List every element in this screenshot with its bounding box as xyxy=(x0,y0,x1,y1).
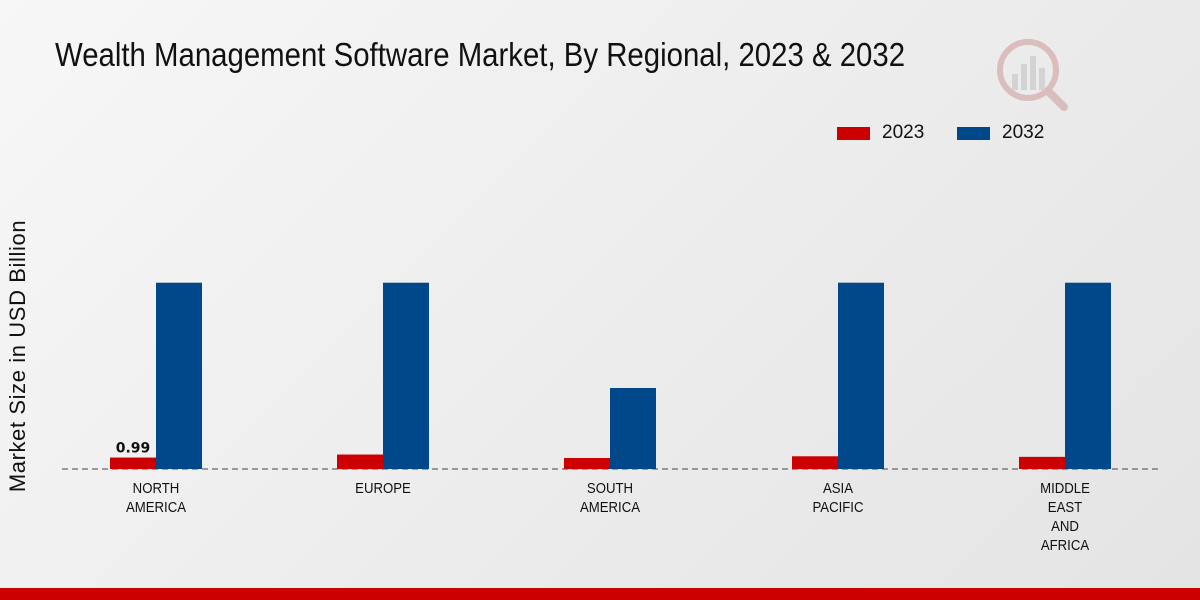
data-label-2023-0: 0.99 xyxy=(116,441,151,457)
x-tick-label-middle-east-and-africa-0: MIDDLE xyxy=(1040,479,1090,496)
x-tick-label-asia-pacific-0: ASIA xyxy=(823,479,854,496)
legend-label-2023: 2023 xyxy=(882,122,925,143)
bar-2023-middle-east-and-africa xyxy=(1019,456,1065,469)
logo-icon xyxy=(997,39,1068,111)
x-tick-label-north-america-1: AMERICA xyxy=(126,498,187,515)
bar-2023-north-america xyxy=(110,457,156,469)
bar-2032-europe xyxy=(383,282,429,469)
x-tick-label-middle-east-and-africa-3: AFRICA xyxy=(1041,536,1090,553)
x-tick-label-middle-east-and-africa-1: EAST xyxy=(1048,498,1083,515)
legend-item-2032: 2032 xyxy=(957,122,1044,144)
bar-2032-north-america xyxy=(156,282,202,469)
x-tick-label-asia-pacific-1: PACIFIC xyxy=(812,498,863,515)
legend-swatch-2032 xyxy=(957,126,990,140)
chart-title: Wealth Management Software Market, By Re… xyxy=(55,36,906,73)
bar-2032-asia-pacific xyxy=(838,282,884,469)
legend-swatch-2023 xyxy=(837,126,870,140)
bar-2032-south-america xyxy=(610,388,656,469)
bar-2032-middle-east-and-africa xyxy=(1065,282,1111,469)
bottom-accent-bar xyxy=(0,588,1200,600)
x-tick-label-europe-0: EUROPE xyxy=(355,479,411,496)
x-tick-label-north-america-0: NORTH xyxy=(133,479,180,496)
legend-label-2032: 2032 xyxy=(1002,122,1045,143)
bar-2023-europe xyxy=(337,454,383,469)
x-tick-label-south-america-1: AMERICA xyxy=(580,498,641,515)
bar-2023-asia-pacific xyxy=(792,456,838,469)
bar-2023-south-america xyxy=(564,458,610,469)
x-tick-label-south-america-0: SOUTH xyxy=(587,479,633,496)
x-tick-label-middle-east-and-africa-2: AND xyxy=(1051,517,1079,534)
legend-item-2023: 2023 xyxy=(837,122,924,144)
